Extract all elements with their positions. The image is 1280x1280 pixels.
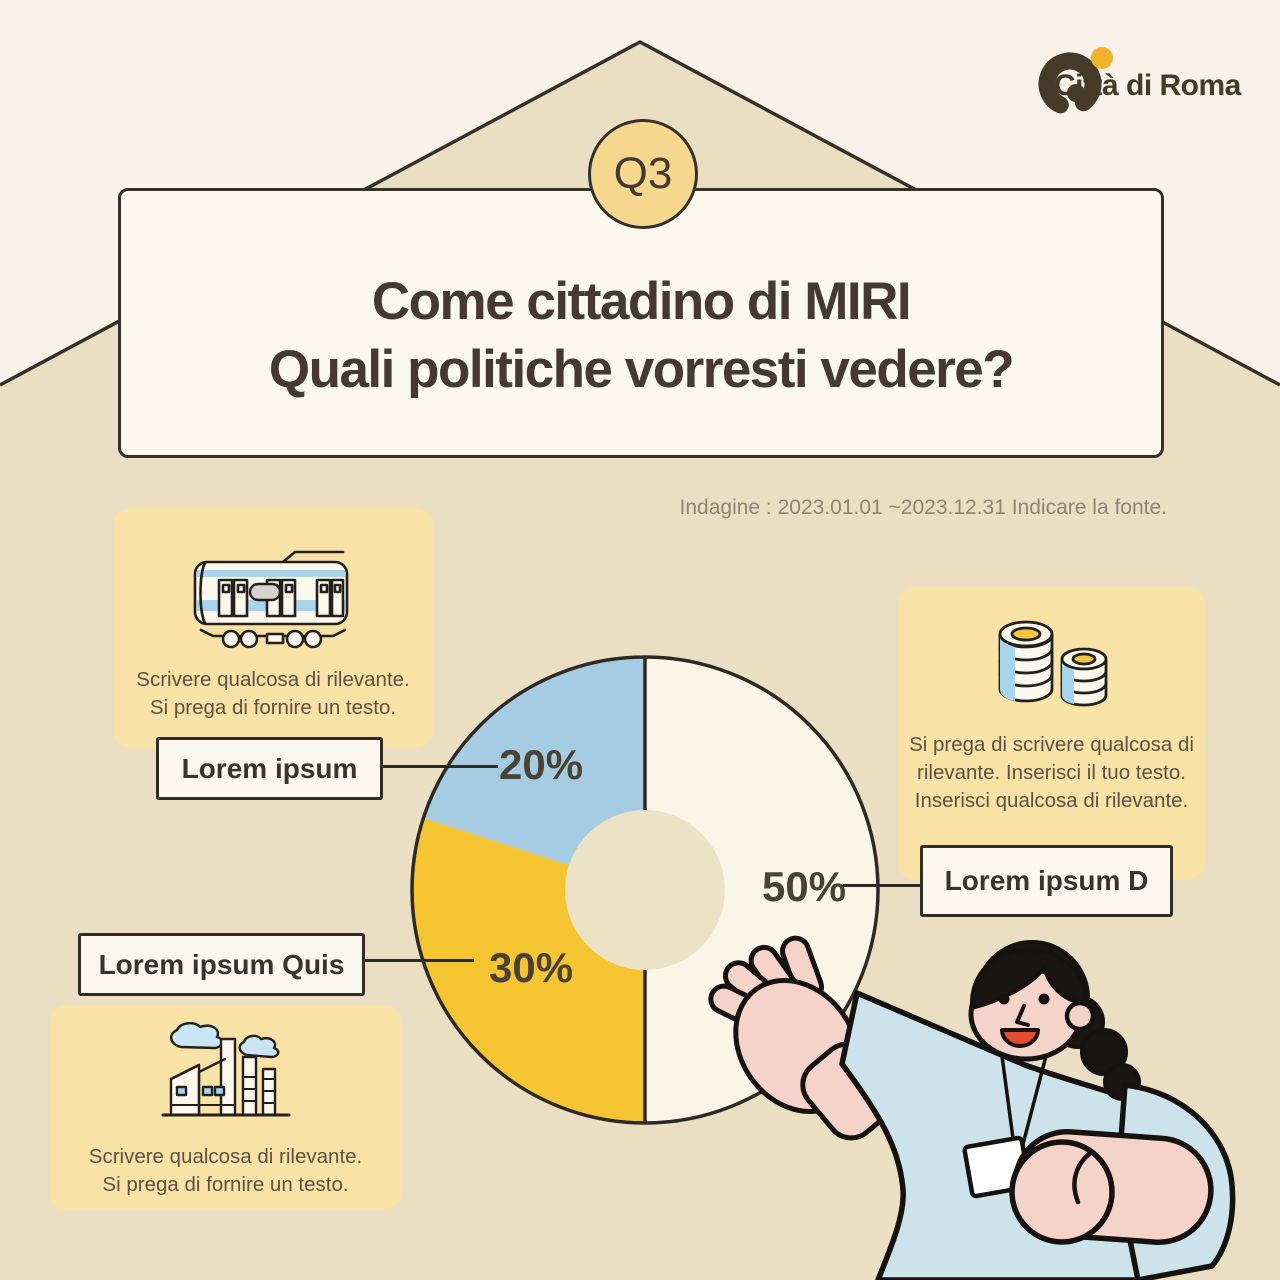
panel-transport-line1: Scrivere qualcosa di rilevante. xyxy=(136,668,410,691)
legend-label-50: Lorem ipsum D xyxy=(944,865,1149,896)
woman-ear xyxy=(1064,1000,1096,1032)
callout-line-50 xyxy=(843,884,921,887)
legend-label-20: Lorem ipsum xyxy=(181,752,358,784)
factory-icon xyxy=(161,1022,290,1117)
woman-mouth xyxy=(1000,1028,1040,1048)
question-title-line2: Quali politiche vorresti vedere? xyxy=(268,340,1015,399)
percent-label-20: 20% xyxy=(499,741,584,788)
percent-label-50: 50% xyxy=(762,863,847,910)
legend-label-30: Lorem ipsum Quis xyxy=(98,948,345,980)
panel-economy: Si prega di scrivere qualcosa di rilevan… xyxy=(898,587,1205,880)
panel-economy-text: Si prega di scrivere qualcosa di rilevan… xyxy=(909,731,1194,815)
panel-economy-line3: Inserisci qualcosa di rilevante. xyxy=(914,789,1189,812)
coins-icon xyxy=(998,620,1107,707)
donut-segment-20 xyxy=(423,657,645,890)
city-logo-icon xyxy=(1038,47,1113,116)
question-number-badge: Q3 xyxy=(588,119,698,229)
panel-transport-text: Scrivere qualcosa di rilevante. Si prega… xyxy=(136,666,409,722)
callout-line-20 xyxy=(381,765,498,768)
logo-text: Città di Roma xyxy=(1054,69,1241,102)
lanyard xyxy=(1000,1054,1048,1150)
question-number: Q3 xyxy=(613,149,673,198)
woman-hair-fringe xyxy=(969,948,1088,1010)
woman-illustration xyxy=(708,935,1236,1280)
panel-industry-line1: Scrivere qualcosa di rilevante. xyxy=(88,1145,363,1168)
donut-outline xyxy=(410,655,880,1125)
donut-hole xyxy=(565,810,725,970)
panel-industry: Scrivere qualcosa di rilevante. Si prega… xyxy=(49,1005,402,1210)
survey-period-note: Indagine : 2023.01.01 ~2023.12.31 Indica… xyxy=(679,496,1167,519)
panel-transport-line2: Si prega di fornire un testo. xyxy=(149,696,397,719)
panel-economy-line2: rilevante. Inserisci il tuo testo. xyxy=(917,761,1186,784)
train-icon xyxy=(193,550,349,649)
percent-label-30: 30% xyxy=(489,944,574,991)
panel-industry-line2: Si prega di fornire un testo. xyxy=(102,1173,349,1196)
legend-box-lorem-ipsum-d: Lorem ipsum D xyxy=(920,845,1173,917)
legend-box-lorem-ipsum: Lorem ipsum xyxy=(156,737,383,800)
legend-box-lorem-ipsum-quis: Lorem ipsum Quis xyxy=(78,933,365,996)
question-title-line1: Come cittadino di MIRI xyxy=(371,272,912,332)
city-logo: Città di Roma xyxy=(1036,46,1246,118)
question-card: Come cittadino di MIRI Quali politiche v… xyxy=(118,188,1164,458)
panel-industry-text: Scrivere qualcosa di rilevante. Si prega… xyxy=(89,1143,362,1199)
panel-economy-line1: Si prega di scrivere qualcosa di xyxy=(909,733,1194,756)
panel-transport: Scrivere qualcosa di rilevante. Si prega… xyxy=(113,508,433,748)
callout-line-30 xyxy=(364,959,474,962)
